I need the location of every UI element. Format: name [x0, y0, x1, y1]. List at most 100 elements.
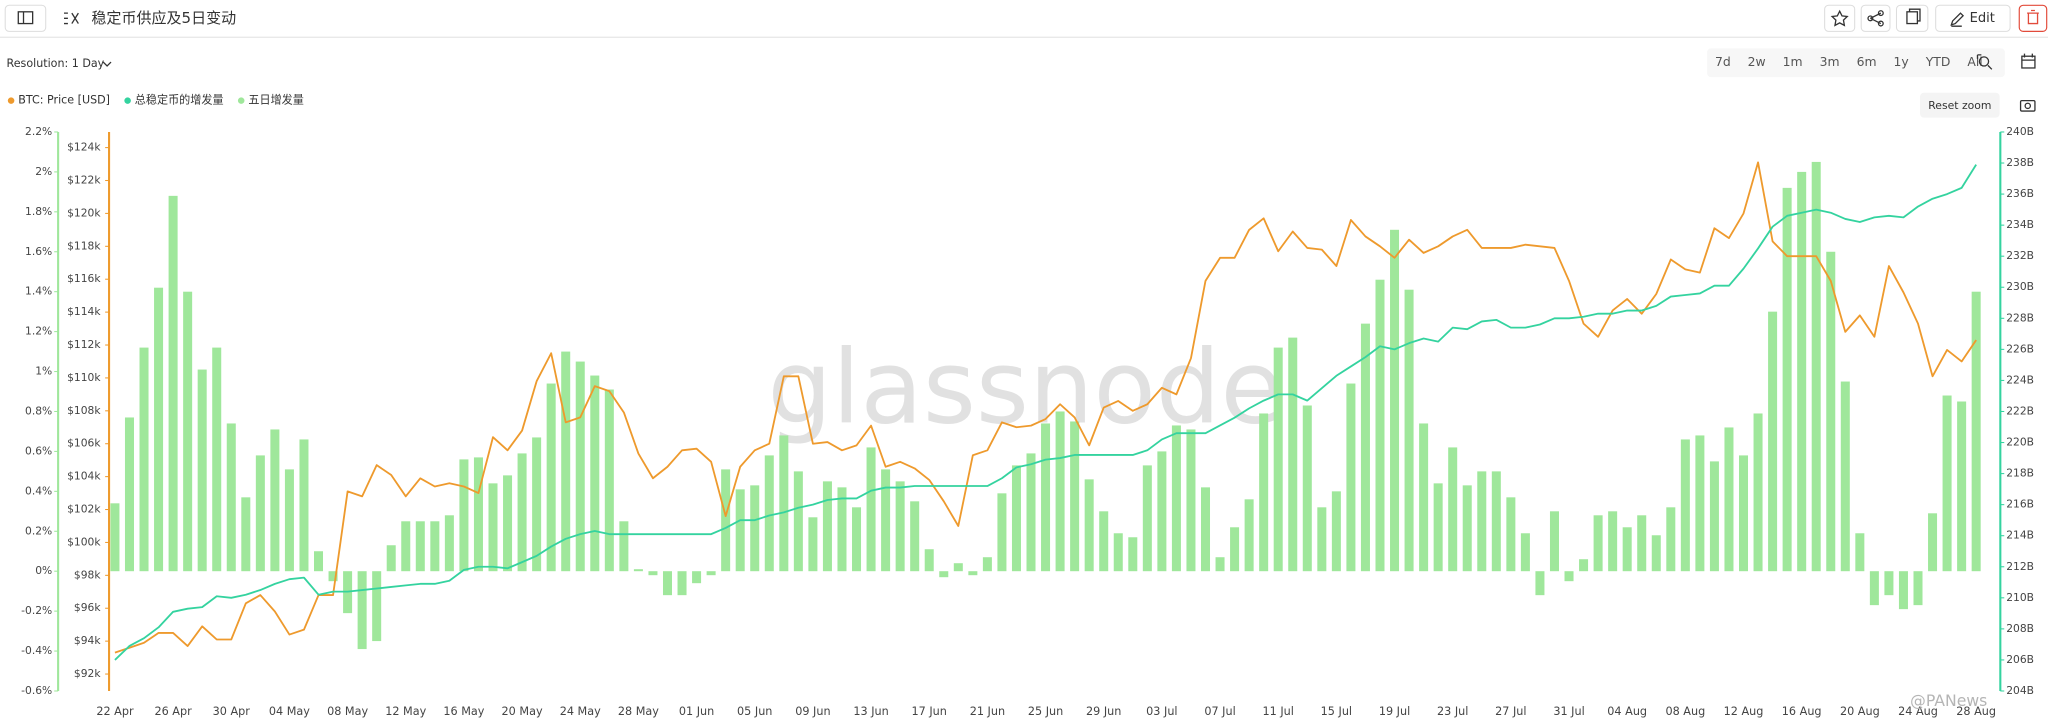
y-tick-label: 0.2%	[25, 524, 52, 537]
sidebar-toggle[interactable]	[4, 4, 47, 32]
share-button[interactable]	[1860, 4, 1891, 32]
range-button[interactable]: 6m	[1857, 54, 1877, 69]
edit-button[interactable]: Edit	[1935, 4, 2011, 32]
y-tick-label: 224B	[2006, 373, 2034, 386]
duplicate-button[interactable]	[1895, 4, 1929, 32]
bar	[1084, 479, 1094, 572]
bar	[648, 571, 658, 576]
bar	[881, 469, 891, 572]
x-tick-label: 24 Aug	[1898, 705, 1938, 718]
y-tick-label: $104k	[67, 470, 101, 483]
icon	[1908, 8, 1921, 22]
legend-label[interactable]: BTC: Price [USD]	[18, 94, 110, 107]
bar	[473, 457, 483, 572]
bar	[1026, 453, 1036, 572]
y-tick-label: $120k	[67, 206, 101, 219]
plot-area: -0.6% -0.4% -0.2% 0% 0.2% 0.4% 0.6% 0.8% 1% 1.2% 1…	[21, 125, 2034, 718]
range-button[interactable]: YTD	[1925, 54, 1951, 69]
x-tick-label: 28 May	[618, 705, 659, 718]
range-button[interactable]: 3m	[1820, 54, 1840, 69]
bar	[1957, 401, 1967, 572]
bar	[1477, 471, 1487, 572]
bar	[241, 497, 251, 572]
icon	[17, 11, 34, 25]
y-tick-label: $116k	[67, 272, 101, 285]
reset-zoom-button[interactable]: Reset zoom	[1920, 92, 2000, 118]
x-tick-label: 19 Jul	[1379, 705, 1410, 718]
bar	[372, 571, 382, 642]
y-tick-label: 1%	[35, 365, 52, 378]
resolution-select[interactable]: Resolution: 1 Day	[7, 57, 112, 70]
watermark: glassnode	[767, 328, 1283, 447]
bar	[532, 437, 542, 572]
bar	[270, 429, 280, 572]
range-button[interactable]: 7d	[1715, 54, 1731, 69]
y-tick-label: $112k	[67, 338, 101, 351]
calendar-button[interactable]	[2021, 53, 2036, 69]
bar	[793, 471, 803, 572]
bar	[866, 447, 876, 572]
bar	[1070, 421, 1080, 572]
icon	[1976, 54, 1993, 70]
range-button[interactable]: 1y	[1894, 54, 1909, 69]
x-tick-label: 31 Jul	[1553, 705, 1584, 718]
range-bar	[1707, 48, 2005, 78]
bar	[1520, 533, 1530, 572]
y-tick-label: $108k	[67, 404, 101, 417]
star-button[interactable]	[1824, 4, 1856, 32]
bar	[575, 361, 585, 572]
bar	[1884, 571, 1894, 596]
icon	[1877, 20, 1884, 27]
bar	[226, 423, 236, 572]
bar	[1637, 515, 1647, 572]
bar	[721, 469, 731, 572]
button-label: Reset zoom	[1928, 99, 1991, 112]
icon	[63, 12, 79, 25]
bar	[459, 459, 469, 572]
y-tick-label: $106k	[67, 437, 101, 450]
x-tick-label: 07 Jul	[1204, 705, 1235, 718]
y-tick-label: 238B	[2006, 156, 2034, 169]
legend-swatch	[124, 97, 131, 104]
bar	[1724, 427, 1734, 572]
y-tick-label: 0.6%	[25, 444, 52, 457]
x-tick-label: 21 Jun	[970, 705, 1005, 718]
bar	[1055, 411, 1065, 572]
bar	[1913, 571, 1923, 606]
icon	[2019, 99, 2036, 112]
legend-label[interactable]: 五日增发量	[248, 93, 303, 107]
bar	[692, 571, 702, 584]
x-tick-label: 25 Jun	[1028, 705, 1063, 718]
bar	[1826, 251, 1836, 572]
bar	[1041, 423, 1051, 572]
bar	[1928, 513, 1938, 572]
range-button[interactable]: 1m	[1783, 54, 1803, 69]
delete-button[interactable]	[2018, 4, 2048, 32]
bar	[1419, 423, 1429, 572]
y-tick-label: 228B	[2006, 311, 2034, 324]
resolution-label: Resolution: 1 Day	[7, 57, 105, 70]
bar	[1709, 461, 1719, 572]
bar	[1157, 451, 1167, 572]
bar	[255, 455, 265, 572]
zoom-tool[interactable]	[1976, 54, 1993, 70]
button-frame	[1824, 4, 1856, 32]
bar	[1360, 323, 1370, 572]
bar	[1768, 311, 1778, 572]
screenshot-button[interactable]	[2019, 99, 2036, 112]
line-series	[114, 164, 1977, 661]
bar	[1128, 537, 1138, 572]
bar	[1462, 485, 1472, 572]
range-button[interactable]: 2w	[1748, 54, 1766, 69]
bar	[503, 475, 513, 572]
bar	[168, 195, 178, 572]
legend-label[interactable]: 总稳定币的增发量	[135, 93, 224, 107]
range-button[interactable]: All	[1967, 54, 1982, 69]
bar	[1346, 383, 1356, 572]
y-tick-label: 220B	[2006, 436, 2034, 449]
bar	[1390, 229, 1400, 572]
y-tick-label: -0.6%	[21, 684, 52, 697]
y-tick-label: $92k	[74, 667, 101, 680]
x-tick-label: 04 Aug	[1607, 705, 1647, 718]
button-frame	[2018, 4, 2048, 32]
